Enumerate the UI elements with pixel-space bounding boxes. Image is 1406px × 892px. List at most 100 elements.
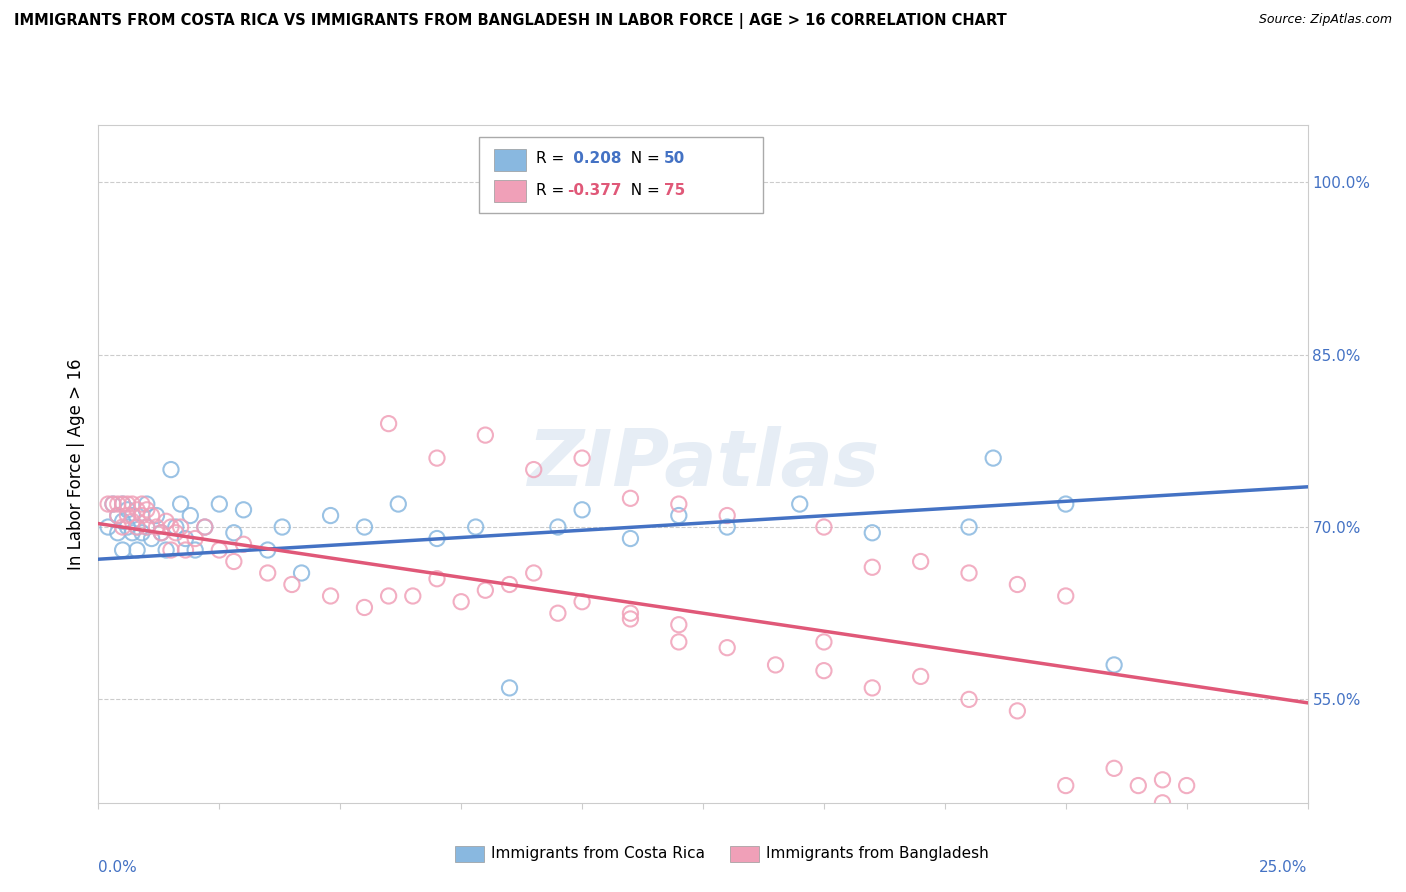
Point xyxy=(1102,761,1125,775)
Point xyxy=(97,497,120,511)
Point xyxy=(135,520,157,534)
Point xyxy=(619,491,641,506)
Point xyxy=(135,503,157,517)
Point xyxy=(353,520,375,534)
Text: 50: 50 xyxy=(664,152,686,166)
Point xyxy=(131,525,153,540)
Point xyxy=(117,497,139,511)
Point xyxy=(117,508,139,523)
Point xyxy=(498,681,520,695)
FancyBboxPatch shape xyxy=(494,180,526,202)
Point xyxy=(271,520,294,534)
Point xyxy=(131,497,153,511)
Point xyxy=(194,520,217,534)
Point xyxy=(789,497,811,511)
Point xyxy=(155,514,177,528)
Text: N =: N = xyxy=(621,152,665,166)
Point xyxy=(111,497,134,511)
Point xyxy=(145,508,167,523)
Point xyxy=(319,589,342,603)
Point xyxy=(174,532,197,546)
FancyBboxPatch shape xyxy=(479,137,763,213)
Point xyxy=(1128,779,1150,793)
Point xyxy=(169,520,191,534)
Point xyxy=(121,508,143,523)
Point xyxy=(377,589,399,603)
Point xyxy=(194,520,217,534)
Point xyxy=(571,503,593,517)
Point xyxy=(107,497,129,511)
Point xyxy=(668,617,690,632)
Point xyxy=(474,428,496,442)
Point xyxy=(160,520,183,534)
Point xyxy=(571,451,593,466)
Point xyxy=(1152,796,1174,810)
Point xyxy=(165,520,187,534)
Point xyxy=(281,577,304,591)
Point xyxy=(290,566,312,580)
Point xyxy=(179,508,201,523)
Point xyxy=(957,566,980,580)
Point xyxy=(117,520,139,534)
Point xyxy=(813,664,835,678)
Text: Source: ZipAtlas.com: Source: ZipAtlas.com xyxy=(1258,13,1392,27)
Point xyxy=(426,451,449,466)
Point xyxy=(121,497,143,511)
Point xyxy=(184,532,207,546)
Point xyxy=(716,508,738,523)
Point xyxy=(155,543,177,558)
Point xyxy=(150,525,173,540)
Point xyxy=(1054,497,1077,511)
Point xyxy=(1152,772,1174,787)
Point xyxy=(169,497,191,511)
Point xyxy=(910,669,932,683)
Point xyxy=(232,537,254,551)
Point xyxy=(571,595,593,609)
Text: N =: N = xyxy=(621,183,665,198)
Point xyxy=(981,451,1004,466)
Point xyxy=(474,583,496,598)
Point xyxy=(127,520,149,534)
Point xyxy=(523,462,546,476)
Point xyxy=(101,497,124,511)
Point xyxy=(135,497,157,511)
Text: Immigrants from Costa Rica: Immigrants from Costa Rica xyxy=(492,847,706,861)
Text: 0.208: 0.208 xyxy=(568,152,621,166)
Text: R =: R = xyxy=(536,183,569,198)
Point xyxy=(619,606,641,620)
Point xyxy=(547,606,569,620)
Point xyxy=(107,508,129,523)
Point xyxy=(256,566,278,580)
Point xyxy=(184,543,207,558)
Point xyxy=(131,508,153,523)
Point xyxy=(319,508,342,523)
Text: Immigrants from Bangladesh: Immigrants from Bangladesh xyxy=(766,847,988,861)
Point xyxy=(957,692,980,706)
Point xyxy=(464,520,486,534)
Text: R =: R = xyxy=(536,152,569,166)
Point xyxy=(1054,779,1077,793)
Point xyxy=(165,525,187,540)
Point xyxy=(1175,779,1198,793)
Point xyxy=(353,600,375,615)
Point xyxy=(1007,704,1029,718)
Point xyxy=(1007,577,1029,591)
Point xyxy=(619,612,641,626)
Point xyxy=(860,525,883,540)
Point xyxy=(121,514,143,528)
Point xyxy=(910,554,932,568)
Point xyxy=(121,525,143,540)
Point xyxy=(107,525,129,540)
Point xyxy=(450,595,472,609)
Point xyxy=(426,532,449,546)
Text: 25.0%: 25.0% xyxy=(1260,860,1308,875)
Point xyxy=(222,525,245,540)
Point xyxy=(117,503,139,517)
Point xyxy=(860,681,883,695)
Point xyxy=(145,520,167,534)
Point xyxy=(111,520,134,534)
Point xyxy=(619,532,641,546)
Point xyxy=(141,508,163,523)
Text: -0.377: -0.377 xyxy=(568,183,621,198)
Point xyxy=(97,520,120,534)
